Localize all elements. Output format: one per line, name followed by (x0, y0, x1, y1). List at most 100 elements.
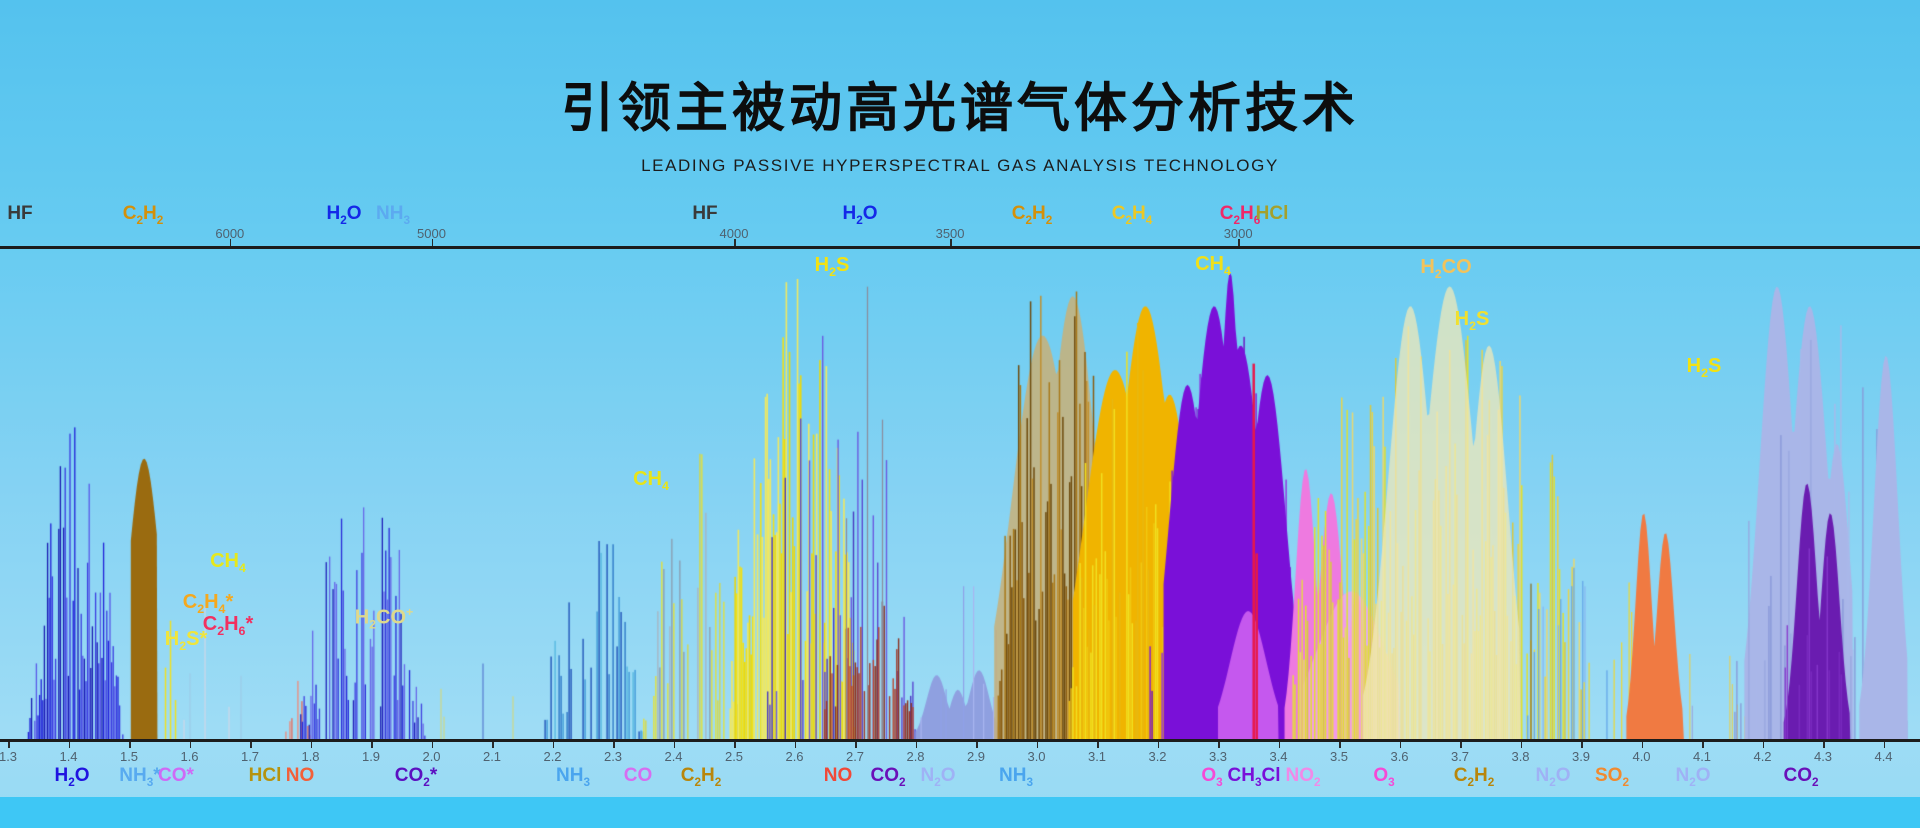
gas-label-ch4: CH4 (210, 550, 246, 575)
gas-label-hcl: HCl (248, 765, 282, 786)
bottom-tick-label: 3.5 (1329, 749, 1349, 764)
gas-label-h2o: H2O (326, 203, 362, 227)
gas-label-ch4: CH4 (1195, 253, 1231, 278)
gas-label-h2o: H2O (842, 203, 878, 227)
bottom-tick (1520, 742, 1523, 748)
bottom-tick-label: 2.2 (543, 749, 562, 764)
bottom-tick (613, 742, 615, 748)
gas-label-h2co: H2CO (1420, 256, 1472, 281)
gas-label-h2s: H2S (1686, 355, 1722, 380)
bottom-tick (1581, 742, 1583, 748)
bottom-tick (1157, 742, 1160, 748)
bottom-tick (310, 742, 313, 748)
bottom-tick (492, 742, 494, 748)
bottom-tick-label: 3.4 (1269, 749, 1288, 764)
bottom-tick (1218, 742, 1220, 748)
bottom-tick (794, 742, 797, 748)
bottom-tick (1641, 742, 1644, 748)
gas-label-co2: CO2 (1783, 765, 1819, 789)
top-tick (1238, 239, 1240, 246)
top-tick (229, 239, 232, 246)
bottom-tick (1702, 742, 1704, 748)
gas-label-c2h2: C2H2 (1453, 765, 1495, 789)
bottom-tick-label: 3.6 (1390, 749, 1409, 764)
gas-label-co: CO (623, 765, 653, 786)
bottom-tick (734, 742, 736, 748)
gas-label-c2h2: C2H2 (122, 203, 164, 227)
spectra-canvas (0, 247, 1920, 739)
gas-label-o3: O3 (1201, 765, 1223, 789)
bottom-tick-label: 1.9 (361, 749, 381, 764)
bottom-tick-label: 3.0 (1027, 749, 1046, 764)
gas-label-c2h6: C2H6* (202, 613, 254, 638)
bottom-tick-label: 2.6 (785, 749, 804, 764)
gas-label-hf: HF (7, 203, 33, 224)
bottom-tick-label: 4.4 (1874, 749, 1893, 764)
bottom-tick-label: 1.8 (301, 749, 320, 764)
bottom-tick (250, 742, 252, 748)
bottom-tick-label: 1.6 (180, 749, 199, 764)
bottom-tick-label: 3.7 (1450, 749, 1470, 764)
top-tick-label: 5000 (417, 226, 446, 241)
gas-label-no: NO (823, 765, 853, 786)
gas-label-nh3: NH3 (376, 203, 410, 227)
page-title: 引领主被动高光谱气体分析技术 (561, 79, 1359, 138)
gas-label-so2: SO2 (1595, 765, 1629, 789)
bottom-tick (1762, 742, 1765, 748)
gas-label-h2co: H2CO+ (354, 605, 414, 632)
bottom-tick (129, 742, 131, 748)
bottom-tick-label: 1.7 (240, 749, 260, 764)
top-tick (734, 239, 736, 246)
bottom-tick (68, 742, 71, 748)
gas-label-n2o: N2O (1675, 765, 1711, 789)
bottom-axis-line (0, 739, 1920, 742)
gas-label-c2h2: C2H2 (680, 765, 722, 789)
footer-strip (0, 797, 1920, 828)
gas-label-hcl: HCl (1255, 203, 1289, 224)
bottom-tick (1036, 742, 1039, 748)
top-tick-label: 3000 (1223, 226, 1253, 241)
bottom-tick-label: 1.5 (119, 749, 139, 764)
gas-label-h2s: H2S* (164, 628, 208, 653)
gas-label-no: NO (285, 765, 315, 786)
gas-label-ch4: CH4 (633, 468, 669, 493)
top-tick-label: 6000 (215, 226, 245, 241)
gas-label-h2s: H2S (814, 254, 850, 279)
bottom-tick-label: 4.3 (1813, 749, 1833, 764)
bottom-tick (1460, 742, 1462, 748)
bottom-tick (976, 742, 978, 748)
bottom-tick (915, 742, 918, 748)
bottom-tick-label: 3.3 (1208, 749, 1228, 764)
bottom-tick (673, 742, 676, 748)
bottom-tick-label: 2.5 (724, 749, 744, 764)
gas-label-nh3: NH3 (999, 765, 1033, 789)
page-subtitle: LEADING PASSIVE HYPERSPECTRAL GAS ANALYS… (641, 156, 1279, 175)
bottom-tick-label: 3.8 (1511, 749, 1530, 764)
bottom-tick-label: 4.1 (1692, 749, 1712, 764)
bottom-tick (855, 742, 857, 748)
gas-label-c2h4: C2H4 (1111, 203, 1153, 227)
bottom-tick-label: 2.8 (906, 749, 925, 764)
top-tick (950, 239, 952, 246)
top-tick-label: 4000 (719, 226, 749, 241)
gas-label-no2: NO2 (1285, 765, 1321, 789)
gas-label-nh3: NH3* (119, 765, 161, 789)
bottom-tick (8, 742, 10, 748)
bottom-tick (1399, 742, 1402, 748)
gas-label-ch3cl: CH3Cl (1227, 765, 1281, 789)
bottom-tick-label: 3.2 (1148, 749, 1167, 764)
bottom-tick-label: 4.2 (1753, 749, 1772, 764)
gas-label-h2s: H2S (1454, 308, 1490, 333)
gas-label-co2: CO2* (394, 765, 438, 789)
gas-label-c2h2: C2H2 (1011, 203, 1053, 227)
bottom-tick (1339, 742, 1341, 748)
bottom-tick (1823, 742, 1825, 748)
bottom-tick-label: 2.3 (603, 749, 623, 764)
bottom-tick-label: 1.4 (59, 749, 78, 764)
gas-label-c2h4: C2H4* (182, 591, 234, 616)
gas-label-c2h6: C2H6 (1219, 203, 1261, 227)
gas-label-nh3: NH3 (556, 765, 590, 789)
top-tick-label: 3500 (935, 226, 965, 241)
bottom-tick (431, 742, 434, 748)
